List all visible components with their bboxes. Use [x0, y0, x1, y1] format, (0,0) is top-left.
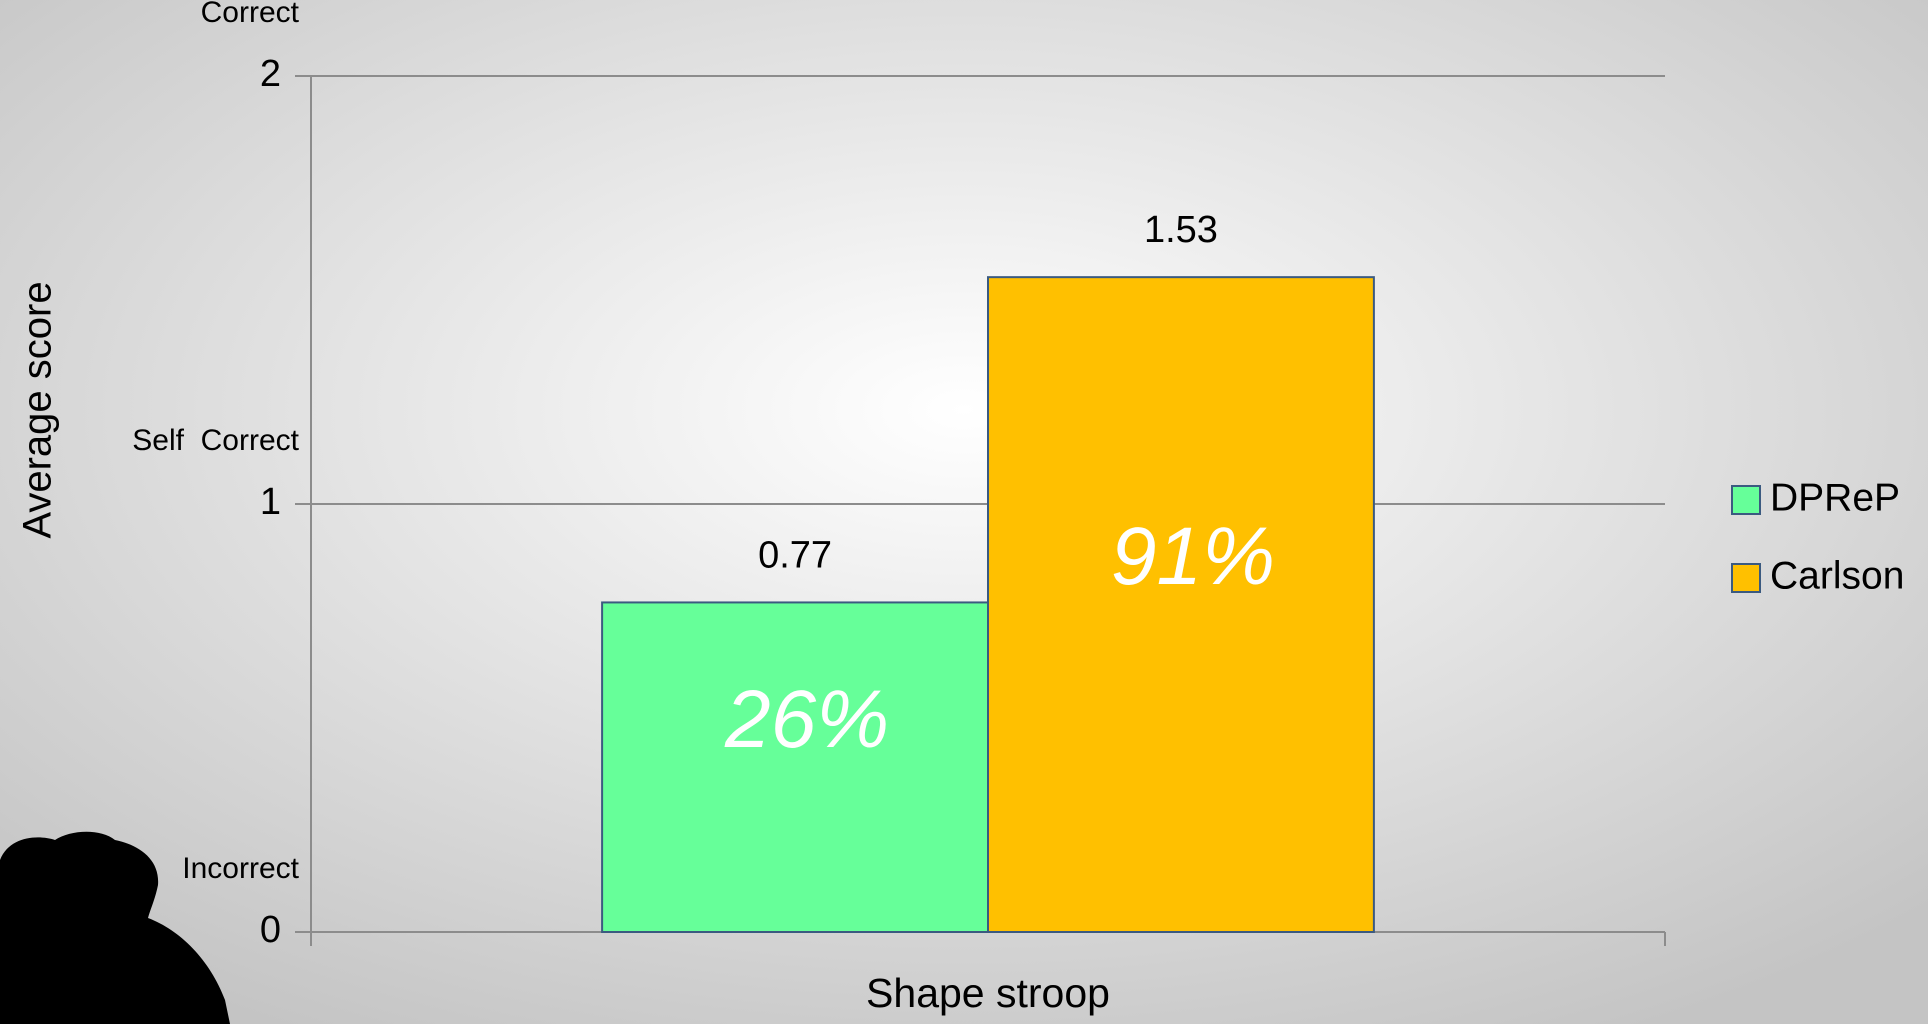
legend-label: DPReP: [1770, 476, 1900, 519]
bar-annotation: 91%: [1111, 511, 1275, 602]
bar: [987, 276, 1375, 934]
y-axis-title: Average score: [16, 281, 60, 538]
bar: [601, 601, 989, 933]
value-label: 0.77: [758, 534, 832, 576]
legend-swatch: [1731, 485, 1761, 515]
value-label: 1.53: [1144, 209, 1218, 251]
x-tick-label: Shape stroop: [866, 970, 1110, 1016]
decoration-shape: [0, 831, 230, 1024]
y-level-label: Incorrect: [182, 852, 299, 885]
bar-annotation: 26%: [724, 674, 889, 765]
y-level-label: Self Correct: [132, 424, 299, 457]
y-tick-label: 0: [260, 909, 281, 951]
legend-label: Carlson: [1770, 554, 1904, 597]
legend-swatch: [1731, 563, 1761, 593]
y-level-label: Correct: [201, 0, 300, 29]
y-tick-label: 1: [260, 481, 281, 523]
y-tick-label: 2: [260, 53, 281, 95]
